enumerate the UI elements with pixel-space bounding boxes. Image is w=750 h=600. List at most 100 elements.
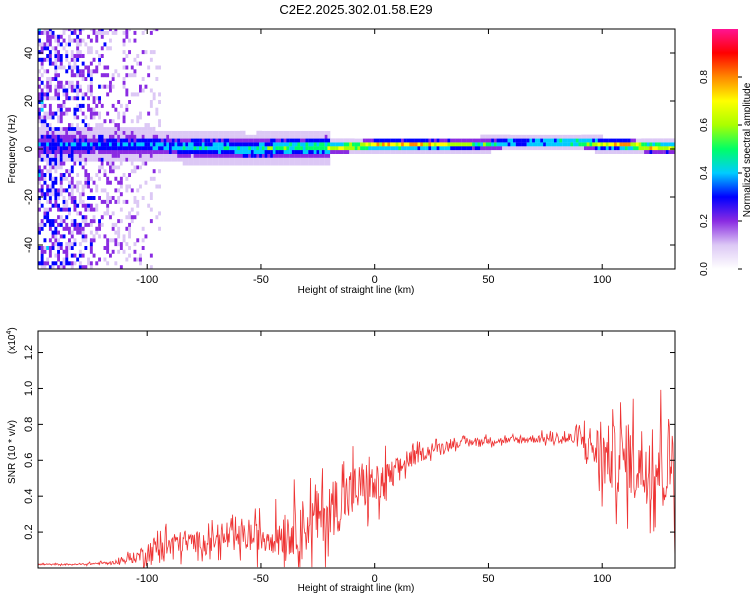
heatmap-cell <box>201 157 205 162</box>
heatmap-cell <box>38 246 41 250</box>
heatmap-cell <box>559 146 563 151</box>
heatmap-cell <box>352 142 355 147</box>
heatmap-cell <box>422 146 426 151</box>
heatmap-cell <box>130 65 134 70</box>
heatmap-cell <box>182 126 186 131</box>
heatmap-cell <box>100 157 104 162</box>
heatmap-cell <box>207 150 211 154</box>
heatmap-cell <box>316 153 320 158</box>
heatmap-cell <box>57 115 60 120</box>
heatmap-cell <box>305 142 309 147</box>
heatmap-cell <box>65 169 69 174</box>
heatmap-cell <box>144 180 148 185</box>
heatmap-cell <box>65 226 69 231</box>
heatmap-cell <box>43 103 47 108</box>
heatmap-cell <box>245 165 249 170</box>
heatmap-cell <box>182 130 186 135</box>
heatmap-cell <box>305 157 309 162</box>
heatmap-cell <box>78 130 82 135</box>
heatmap-cell <box>237 165 241 170</box>
heatmap-cell <box>84 146 88 151</box>
heatmap-cell <box>166 157 170 162</box>
heatmap-cell <box>76 257 80 262</box>
heatmap-cell <box>98 138 101 143</box>
heatmap-cell <box>78 265 82 269</box>
heatmap-cell <box>545 138 549 143</box>
heatmap-cell <box>657 138 661 143</box>
heatmap-cell <box>68 230 71 235</box>
heatmap-cell <box>461 138 465 143</box>
heatmap-cell <box>346 138 350 143</box>
heatmap-cell <box>212 126 216 131</box>
heatmap-cell <box>109 119 112 124</box>
heatmap-cell <box>136 157 140 162</box>
heatmap-cell <box>234 138 238 143</box>
heatmap-cell <box>515 130 519 135</box>
heatmap-cell <box>226 126 230 131</box>
heatmap-cell <box>130 188 134 193</box>
heatmap-cell <box>62 257 66 262</box>
heatmap-cell <box>57 73 60 78</box>
heatmap-cell <box>160 150 164 154</box>
heatmap-cell <box>76 88 80 93</box>
heatmap-cell <box>128 184 131 189</box>
heatmap-cell <box>346 142 350 147</box>
heatmap-cell <box>302 134 306 139</box>
heatmap-cell <box>147 138 151 143</box>
heatmap-cell <box>100 134 104 139</box>
heatmap-cell <box>46 257 50 262</box>
heatmap-cell <box>605 138 609 143</box>
heatmap-cell <box>493 150 497 154</box>
heatmap-cell <box>89 207 93 212</box>
heatmap-cell <box>532 146 535 151</box>
heatmap-cell <box>291 150 295 154</box>
heatmap-cell <box>469 146 473 151</box>
heatmap-cell <box>103 30 107 35</box>
heatmap-cell <box>422 138 426 143</box>
heatmap-cell <box>300 138 303 143</box>
heatmap-cell <box>635 150 639 154</box>
heatmap-cell <box>526 130 530 135</box>
heatmap-cell <box>73 161 77 166</box>
heatmap-cell <box>59 134 63 139</box>
heatmap-cell <box>73 222 77 227</box>
heatmap-cell <box>62 38 66 43</box>
heatmap-cell <box>46 115 50 120</box>
heatmap-cell <box>616 142 620 147</box>
heatmap-cell <box>78 142 82 147</box>
heatmap-cell <box>409 142 413 147</box>
heatmap-cell <box>122 153 126 158</box>
heatmap-cell <box>447 146 451 151</box>
heatmap-cell <box>313 157 317 162</box>
heatmap-cell <box>551 130 555 135</box>
heatmap-cell <box>114 242 118 247</box>
heatmap-cell <box>65 80 69 85</box>
heatmap-cell <box>158 92 161 97</box>
heatmap-cell <box>81 161 85 166</box>
heatmap-cell <box>455 138 459 143</box>
snr-y-ticks: 0.20.40.60.81.01.2 <box>23 345 675 540</box>
heatmap-cell <box>455 142 459 147</box>
heatmap-cell <box>48 192 52 197</box>
heatmap-cell <box>199 126 202 131</box>
heatmap-cell <box>188 157 191 162</box>
heatmap-cell <box>122 142 126 147</box>
heatmap-cell <box>422 142 426 147</box>
heatmap-cell <box>182 153 186 158</box>
heatmap-cell <box>311 142 314 147</box>
heatmap-cell <box>204 146 208 151</box>
heatmap-cell <box>54 96 58 101</box>
heatmap-cell <box>62 84 66 89</box>
heatmap-cell <box>103 257 107 262</box>
heatmap-cell <box>160 146 164 151</box>
heatmap-cell <box>242 157 246 162</box>
heatmap-cell <box>117 219 121 224</box>
heatmap-cell <box>493 138 497 143</box>
heatmap-cell <box>76 29 80 32</box>
heatmap-cell <box>294 142 298 147</box>
heatmap-cell <box>59 115 63 120</box>
heatmap-cell <box>638 142 642 147</box>
heatmap-cell <box>267 157 271 162</box>
heatmap-cell <box>584 146 587 151</box>
heatmap-cell <box>149 161 153 166</box>
